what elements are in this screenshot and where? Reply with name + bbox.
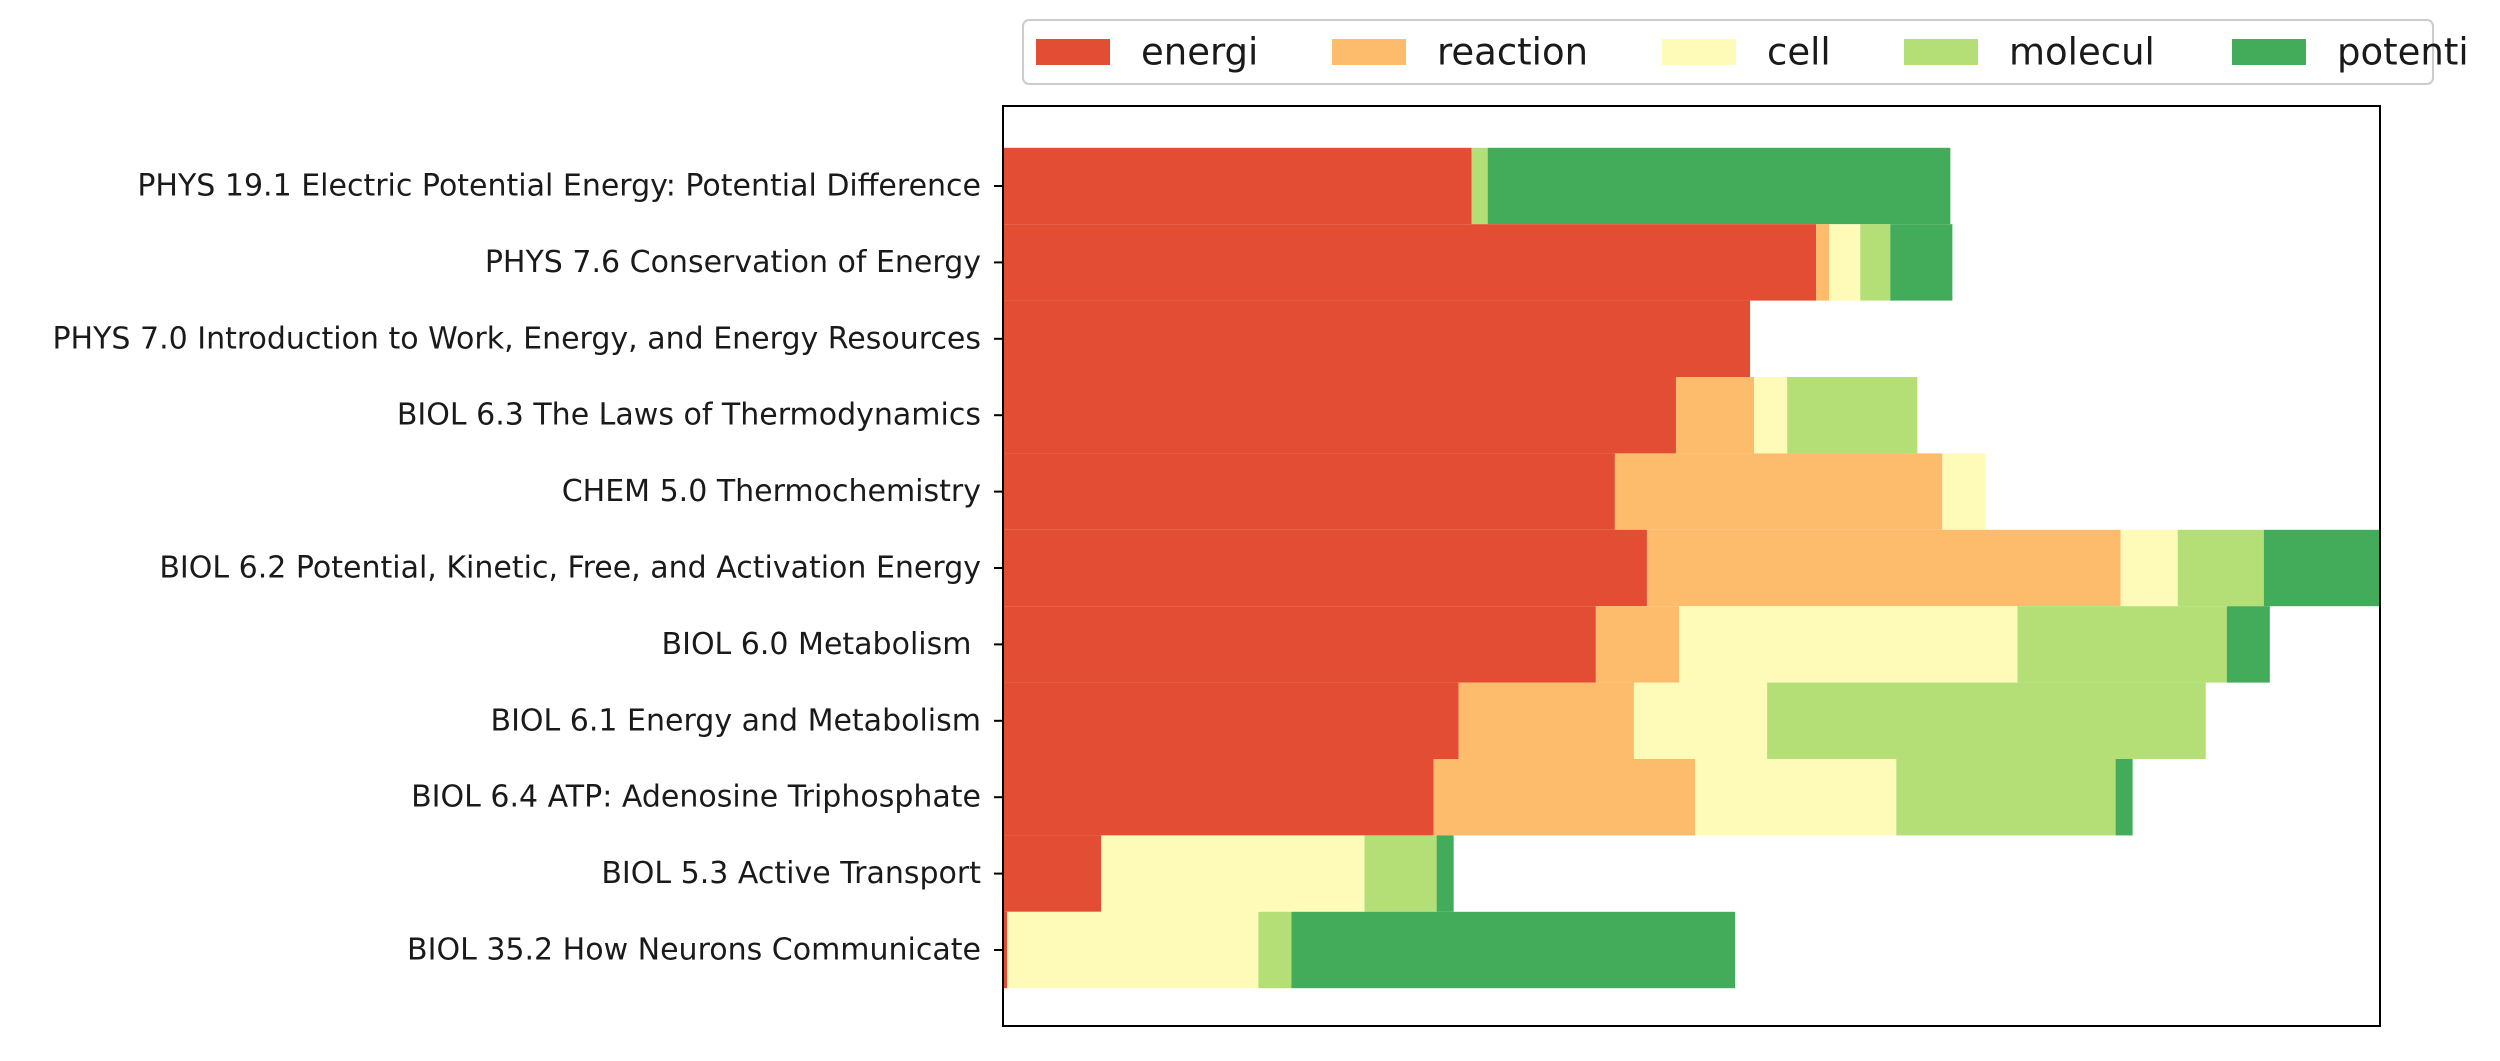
bar-segment-cell [1101, 835, 1365, 912]
legend-label-reaction: reaction [1437, 31, 1588, 74]
bar-segment-reaction [1675, 377, 1755, 454]
y-tick-label: BIOL 6.2 Potential, Kinetic, Free, and A… [159, 551, 981, 586]
bar-segment-energi [1003, 835, 1102, 912]
bar-segment-cell [1007, 911, 1259, 989]
legend-label-energi: energi [1141, 31, 1258, 74]
bar-segment-reaction [1614, 453, 1943, 530]
bar-segment-molecul [1471, 147, 1488, 225]
bar-segment-molecul [1860, 224, 1891, 301]
y-tick-label: CHEM 5.0 Thermochemistry [562, 474, 981, 509]
bar-segment-potenti [2226, 606, 2270, 683]
bar-segment-potenti [2115, 759, 2133, 836]
legend-swatch-energi [1036, 39, 1110, 65]
bar-segment-reaction [1646, 529, 2121, 607]
bar-segment-cell [1942, 453, 1986, 530]
bar-segment-cell [1633, 682, 1768, 759]
bar-segment-molecul [1896, 759, 2116, 836]
bar-segment-molecul [1258, 911, 1292, 989]
bar-segment-molecul [1787, 377, 1918, 454]
bar-segment-reaction [1433, 759, 1696, 836]
y-tick-label: PHYS 7.6 Conservation of Energy [485, 245, 981, 280]
y-tick-label: BIOL 6.1 Energy and Metabolism [491, 703, 982, 738]
y-tick-label: BIOL 6.0 Metabolism [662, 627, 981, 662]
bar-segment-energi [1003, 759, 1434, 836]
bar-segment-molecul [1767, 682, 2206, 759]
bar-segment-cell [2120, 529, 2178, 607]
bar-segment-energi [1003, 453, 1615, 530]
legend-swatch-cell [1662, 39, 1736, 65]
legend-swatch-potenti [2232, 39, 2306, 65]
bar-segment-cell [1754, 377, 1788, 454]
bar-segment-reaction [1816, 224, 1830, 301]
y-axis: PHYS 19.1 Electric Potential Energy: Pot… [52, 169, 1003, 968]
legend-label-potenti: potenti [2337, 31, 2469, 74]
bar-segment-reaction [1458, 682, 1634, 759]
bar-segment-molecul [1364, 835, 1437, 912]
bar-segment-molecul [2017, 606, 2227, 683]
y-tick-label: PHYS 19.1 Electric Potential Energy: Pot… [137, 169, 981, 204]
bar-segment-energi [1003, 224, 1817, 301]
chart-legend: energi reaction cell molecul potenti [1022, 19, 2469, 85]
bar-segment-cell [1695, 759, 1897, 836]
bars-group [1003, 147, 2380, 989]
bar-segment-energi [1003, 682, 1459, 759]
bar-segment-cell [1678, 606, 2018, 683]
bar-segment-energi [1003, 300, 1751, 377]
plot-frame [1002, 105, 2381, 1027]
bar-segment-energi [1003, 911, 1008, 989]
bar-segment-molecul [2177, 529, 2264, 607]
y-tick-label: BIOL 6.4 ATP: Adenosine Triphosphate [411, 780, 981, 815]
bar-segment-energi [1003, 377, 1676, 454]
y-tick-label: BIOL 5.3 Active Transport [601, 856, 981, 891]
y-tick-label: BIOL 35.2 How Neurons Communicate [407, 933, 981, 968]
bar-segment-potenti [1890, 224, 1953, 301]
bar-segment-potenti [1436, 835, 1454, 912]
bar-segment-energi [1003, 529, 1647, 607]
legend-swatch-reaction [1332, 39, 1406, 65]
bar-segment-reaction [1595, 606, 1679, 683]
bar-segment-potenti [1487, 147, 1951, 225]
legend-swatch-molecul [1904, 39, 1978, 65]
legend-label-cell: cell [1767, 31, 1831, 74]
bar-segment-cell [1829, 224, 1861, 301]
bar-segment-energi [1003, 606, 1596, 683]
bar-segment-energi [1003, 147, 1472, 225]
bar-segment-potenti [2263, 529, 2380, 607]
y-tick-label: PHYS 7.0 Introduction to Work, Energy, a… [52, 321, 981, 356]
legend-label-molecul: molecul [2009, 31, 2155, 74]
bar-segment-potenti [1291, 911, 1736, 989]
y-tick-label: BIOL 6.3 The Laws of Thermodynamics [397, 398, 981, 433]
